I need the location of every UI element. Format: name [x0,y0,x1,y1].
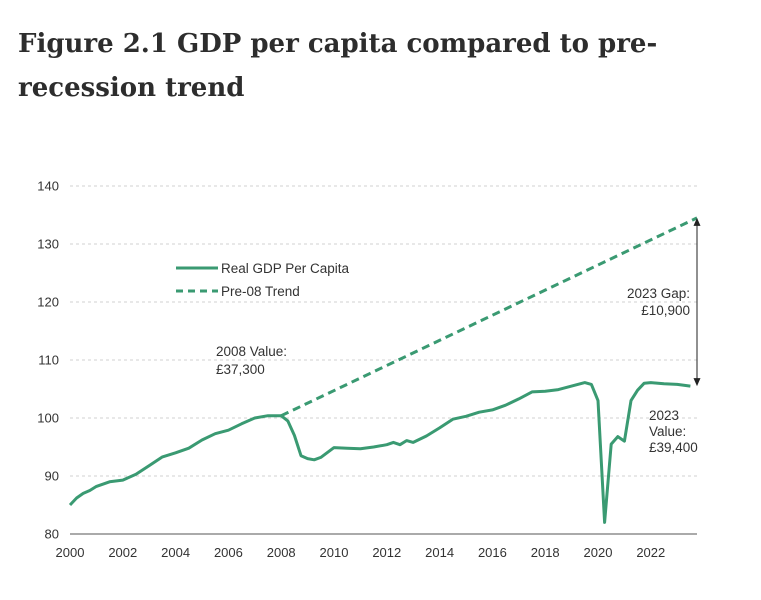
x-tick-label-2022: 2022 [636,545,665,560]
y-tick-label-120: 120 [37,295,59,310]
x-tick-label-2010: 2010 [320,545,349,560]
x-tick-label-2020: 2020 [584,545,613,560]
series-line-real-gdp-per-capita [68,381,691,524]
y-tick-label-100: 100 [37,411,59,426]
y-tick-label-140: 140 [37,179,59,194]
annotation-2-line-1: Value: [649,424,686,439]
y-tick-label-80: 80 [45,527,59,542]
annotations: 2008 Value: £37,300 2023 Gap: £10,900 2023Va… [216,217,701,455]
x-tick-label-2008: 2008 [267,545,296,560]
annotation-0-line-0: 2008 Value: [216,344,287,359]
y-tick-label-110: 110 [38,353,59,368]
page-title-line-2: recession trend [18,73,245,103]
page-title-line-1: Figure 2.1 GDP per capita compared to pr… [18,29,658,59]
annotation-2-line-2: £39,400 [649,440,698,455]
axes: 80 90 100 110 120 130 140 2000 2002 2004 2006 2008 2… [37,179,697,560]
x-tick-label-2018: 2018 [531,545,560,560]
gap-arrow-head-top [693,217,701,226]
x-tick-label-2000: 2000 [56,545,85,560]
annotation-0-line-1: £37,300 [216,362,265,377]
y-tick-label-90: 90 [45,469,59,484]
series-line-pre-08-trend [280,216,698,418]
page-title: Figure 2.1 GDP per capita compared to pr… [18,22,698,110]
legend-label-1: Pre-08 Trend [221,284,300,299]
x-tick-label-2014: 2014 [425,545,454,560]
x-tick-label-2006: 2006 [214,545,243,560]
x-tick-label-2012: 2012 [372,545,401,560]
y-tick-label-130: 130 [37,237,59,252]
x-tick-label-2002: 2002 [108,545,137,560]
x-tick-label-2016: 2016 [478,545,507,560]
legend: Real GDP Per Capita Pre-08 Trend [176,261,350,299]
legend-label-0: Real GDP Per Capita [221,261,350,276]
annotation-2-line-0: 2023 [649,408,679,423]
x-tick-label-2004: 2004 [161,545,190,560]
gap-arrow-head-bottom [693,378,701,387]
series-lines [68,216,698,524]
annotation-1-line-0: 2023 Gap: [627,286,690,301]
grid-lines [70,185,697,477]
annotation-1-line-1: £10,900 [641,303,690,318]
